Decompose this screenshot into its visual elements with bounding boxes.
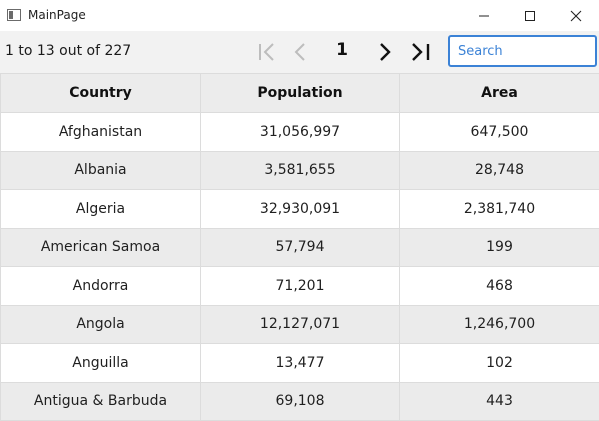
column-header-area[interactable]: Area (399, 73, 599, 113)
minimize-icon (479, 15, 489, 16)
cell-area: 1,246,700 (399, 304, 599, 344)
close-button[interactable] (553, 0, 599, 31)
previous-page-icon (294, 43, 305, 61)
cell-area: 443 (399, 381, 599, 421)
cell-population: 13,477 (200, 343, 400, 383)
cell-population: 32,930,091 (200, 189, 400, 229)
cell-country: Antigua & Barbuda (0, 381, 201, 421)
cell-area: 102 (399, 343, 599, 383)
last-page-icon (412, 43, 430, 61)
cell-population: 31,056,997 (200, 112, 400, 152)
first-page-button[interactable] (255, 39, 279, 65)
cell-country: Albania (0, 150, 201, 190)
cell-country: Algeria (0, 189, 201, 229)
cell-population: 3,581,655 (200, 150, 400, 190)
cell-population: 69,108 (200, 381, 400, 421)
cell-population: 57,794 (200, 227, 400, 267)
cell-population: 71,201 (200, 266, 400, 306)
next-page-button[interactable] (374, 39, 396, 65)
cell-area: 2,381,740 (399, 189, 599, 229)
cell-area: 28,748 (399, 150, 599, 190)
maximize-button[interactable] (507, 0, 553, 31)
maximize-icon (525, 10, 535, 21)
cell-country: American Samoa (0, 227, 201, 267)
close-icon (570, 10, 582, 21)
minimize-button[interactable] (461, 0, 507, 31)
cell-population: 12,127,071 (200, 304, 400, 344)
next-page-icon (380, 43, 391, 61)
cell-country: Angola (0, 304, 201, 344)
table-row[interactable]: American Samoa 57,794 199 (0, 227, 599, 267)
current-page-number[interactable]: 1 (336, 40, 348, 60)
last-page-button[interactable] (408, 39, 434, 65)
window-title: MainPage (28, 8, 86, 22)
page-info-text: 1 to 13 out of 227 (5, 43, 132, 59)
table-row[interactable]: Angola 12,127,071 1,246,700 (0, 304, 599, 344)
cell-area: 199 (399, 227, 599, 267)
table-row[interactable]: Anguilla 13,477 102 (0, 343, 599, 383)
column-header-country[interactable]: Country (0, 73, 201, 113)
column-header-population[interactable]: Population (200, 73, 400, 113)
first-page-icon (259, 43, 274, 61)
cell-area: 647,500 (399, 112, 599, 152)
country-table: Country Population Area Afghanistan 31,0… (0, 73, 599, 421)
cell-country: Afghanistan (0, 112, 201, 152)
cell-country: Anguilla (0, 343, 201, 383)
table-row[interactable]: Afghanistan 31,056,997 647,500 (0, 112, 599, 152)
app-window-icon (7, 9, 21, 21)
table-row[interactable]: Antigua & Barbuda 69,108 443 (0, 381, 599, 421)
title-bar: MainPage (0, 0, 599, 31)
cell-country: Andorra (0, 266, 201, 306)
table-row[interactable]: Andorra 71,201 468 (0, 266, 599, 306)
table-row[interactable]: Albania 3,581,655 28,748 (0, 150, 599, 190)
cell-area: 468 (399, 266, 599, 306)
table-header-row: Country Population Area (0, 73, 599, 113)
search-input[interactable] (448, 35, 597, 67)
previous-page-button[interactable] (289, 39, 311, 65)
table-row[interactable]: Algeria 32,930,091 2,381,740 (0, 189, 599, 229)
